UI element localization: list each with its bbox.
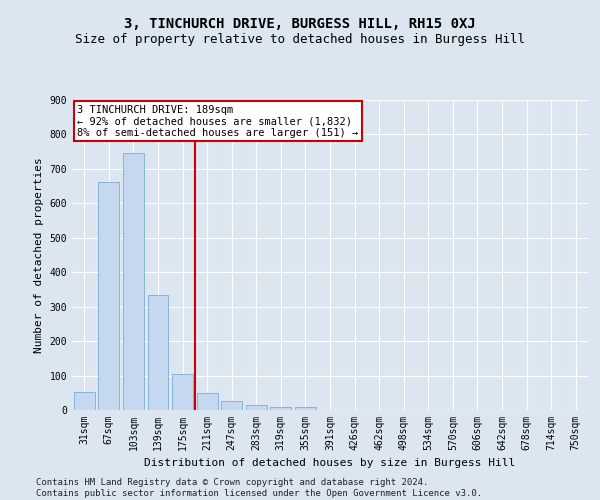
Bar	[221, 402, 242, 410]
Bar	[172, 374, 193, 410]
Bar	[123, 154, 144, 410]
Text: Size of property relative to detached houses in Burgess Hill: Size of property relative to detached ho…	[75, 32, 525, 46]
Text: 3, TINCHURCH DRIVE, BURGESS HILL, RH15 0XJ: 3, TINCHURCH DRIVE, BURGESS HILL, RH15 0…	[124, 18, 476, 32]
Text: 3 TINCHURCH DRIVE: 189sqm
← 92% of detached houses are smaller (1,832)
8% of sem: 3 TINCHURCH DRIVE: 189sqm ← 92% of detac…	[77, 104, 358, 138]
X-axis label: Distribution of detached houses by size in Burgess Hill: Distribution of detached houses by size …	[145, 458, 515, 468]
Bar	[74, 392, 95, 410]
Bar	[246, 405, 267, 410]
Bar	[148, 294, 169, 410]
Bar	[98, 182, 119, 410]
Bar	[271, 406, 292, 410]
Y-axis label: Number of detached properties: Number of detached properties	[34, 157, 44, 353]
Text: Contains HM Land Registry data © Crown copyright and database right 2024.
Contai: Contains HM Land Registry data © Crown c…	[36, 478, 482, 498]
Bar	[295, 407, 316, 410]
Bar	[197, 393, 218, 410]
